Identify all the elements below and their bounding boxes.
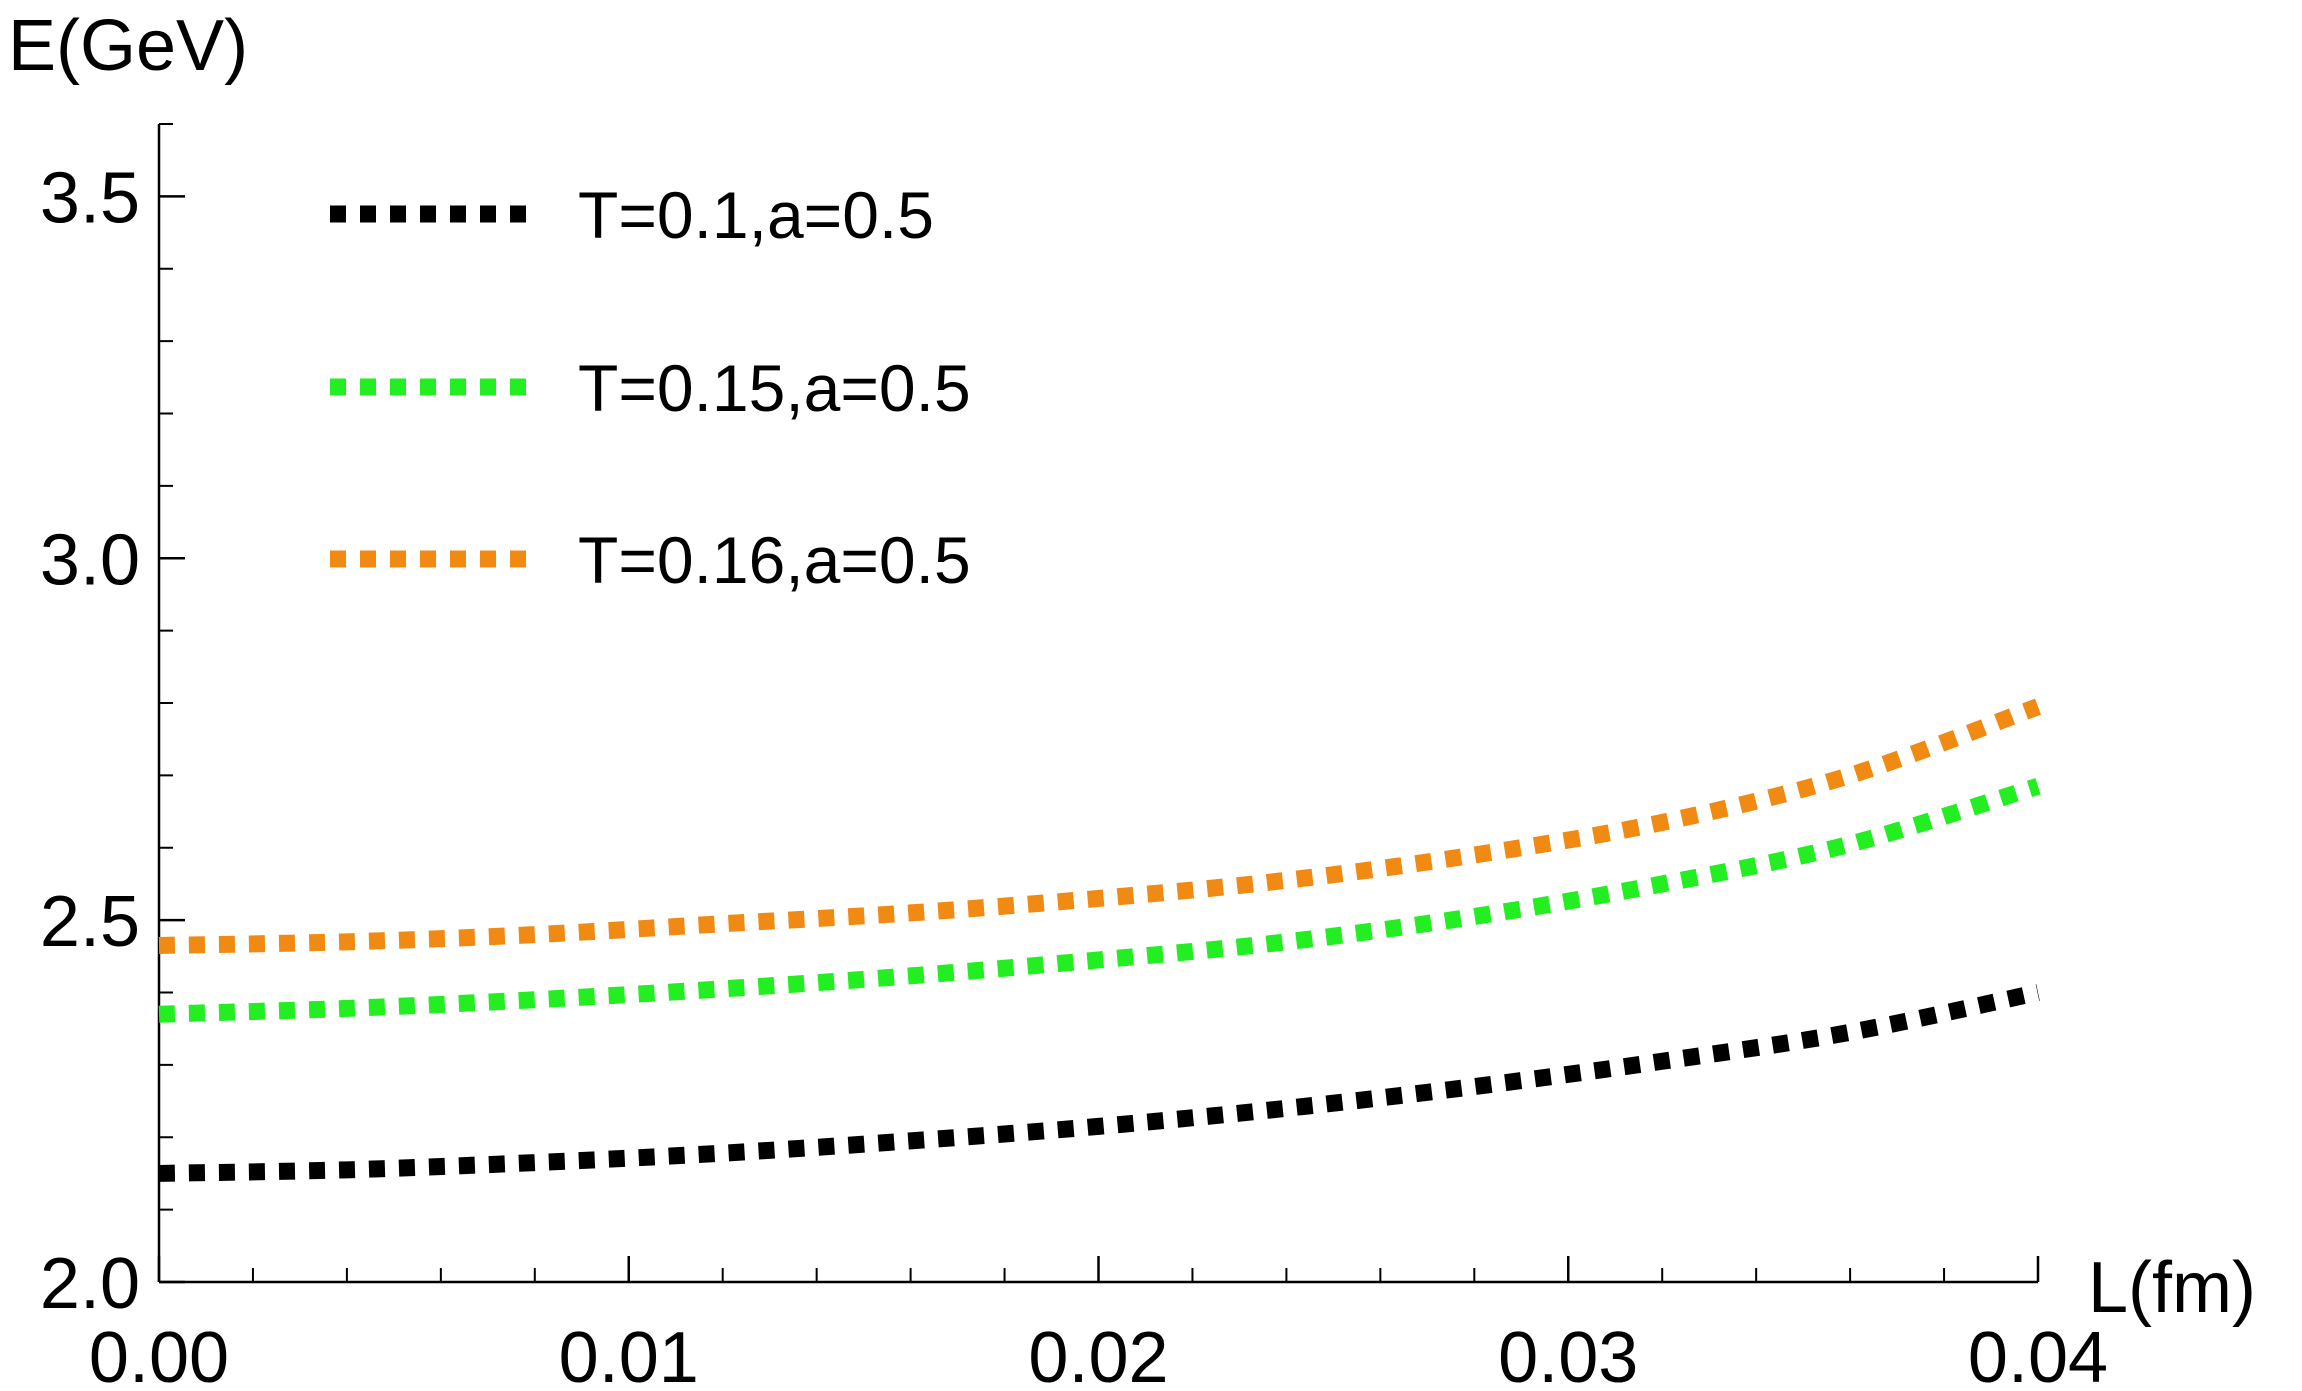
x-tick-label: 0.04: [1968, 1318, 2108, 1391]
legend-label-1: T=0.1,a=0.5: [578, 178, 934, 252]
y-tick-label: 3.5: [40, 158, 140, 238]
series-line-3: [158, 698, 2041, 954]
x-tick-label: 0.00: [89, 1318, 229, 1391]
legend: T=0.1,a=0.5 T=0.15,a=0.5 T=0.16,a=0.5: [330, 178, 971, 597]
legend-label-2: T=0.15,a=0.5: [578, 351, 971, 425]
series-line-1: [158, 984, 2040, 1182]
y-tick-label: 3.0: [40, 520, 140, 600]
x-tick-label: 0.03: [1498, 1318, 1638, 1391]
series-layer: [158, 698, 2041, 1182]
axes: 0.00 0.01 0.02 0.03 0.04 2.0 2.5 3.0 3.5 E(GeV) L(…: [8, 6, 2256, 1391]
y-axis-title: E(GeV): [8, 6, 248, 86]
y-tick-label: 2.5: [40, 882, 140, 962]
x-tick-label: 0.01: [559, 1318, 699, 1391]
series-line-2: [158, 778, 2041, 1023]
x-axis-title: L(fm): [2088, 1248, 2256, 1328]
x-tick-label: 0.02: [1028, 1318, 1168, 1391]
legend-label-3: T=0.16,a=0.5: [578, 523, 971, 597]
y-tick-label: 2.0: [40, 1244, 140, 1324]
